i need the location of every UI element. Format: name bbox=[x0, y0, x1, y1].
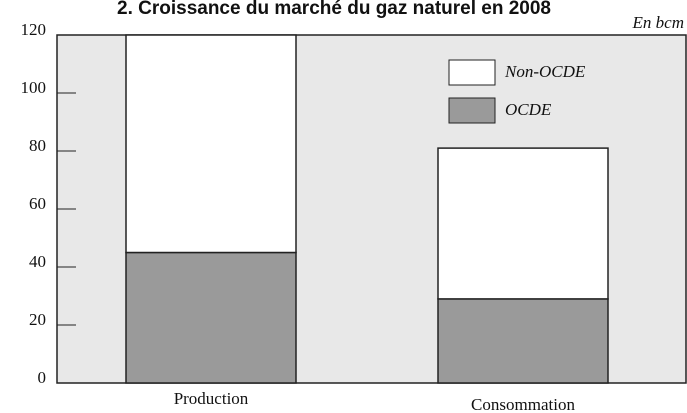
x-tick-label: Consommation bbox=[471, 395, 575, 413]
y-tick-label: 100 bbox=[21, 78, 47, 97]
legend-label: OCDE bbox=[505, 100, 552, 119]
bar-segment bbox=[125, 251, 297, 384]
bar-segment bbox=[437, 298, 609, 384]
y-tick-label: 120 bbox=[21, 20, 47, 39]
y-tick-label: 0 bbox=[38, 368, 47, 387]
bar-segment bbox=[437, 147, 609, 300]
x-tick-label: Production bbox=[174, 389, 249, 408]
bar-segment bbox=[125, 34, 297, 254]
legend-swatch bbox=[448, 59, 496, 86]
legend-swatch bbox=[448, 97, 496, 124]
y-tick-label: 40 bbox=[29, 252, 46, 271]
unit-label: En bcm bbox=[632, 13, 684, 32]
legend-label: Non-OCDE bbox=[504, 62, 586, 81]
y-tick-label: 60 bbox=[29, 194, 46, 213]
chart-title: 2. Croissance du marché du gaz naturel e… bbox=[117, 0, 551, 19]
y-tick-label: 20 bbox=[29, 310, 46, 329]
y-tick-label: 80 bbox=[29, 136, 46, 155]
